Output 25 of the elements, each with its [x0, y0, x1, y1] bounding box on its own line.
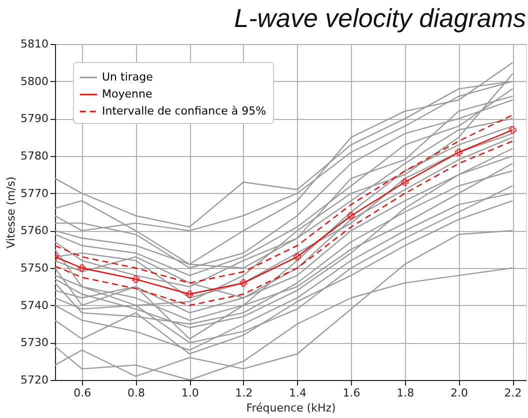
x-tick-label: 2.2: [504, 386, 522, 400]
y-tick-label: 5770: [20, 186, 48, 200]
y-tick-label: 5720: [20, 374, 48, 386]
y-tick-label: 5810: [20, 38, 48, 50]
x-tick-label: 0.8: [127, 386, 145, 400]
chart-title: L-wave velocity diagrams: [234, 3, 526, 33]
y-tick-label: 5750: [20, 262, 48, 274]
x-axis-title: Fréquence (kHz): [246, 402, 336, 414]
y-tick-label: 5730: [20, 336, 48, 350]
legend-label: Intervalle de confiance à 95%: [102, 104, 266, 118]
legend-label: Un tirage: [102, 70, 154, 84]
x-tick-label: 1.4: [288, 386, 306, 400]
y-axis-title: Vitesse (m/s): [4, 176, 18, 248]
y-tick-label: 5780: [20, 150, 48, 162]
x-tick-label: 1.6: [342, 386, 360, 400]
y-tick-label: 5790: [20, 112, 48, 126]
y-tick-label: 5800: [20, 74, 48, 88]
legend-label: Moyenne: [102, 88, 152, 100]
y-tick-label: 5760: [20, 224, 48, 238]
x-tick-label: 2.0: [450, 386, 468, 400]
x-tick-label: 1.0: [181, 386, 199, 400]
x-tick-label: 1.2: [235, 386, 253, 400]
x-tick-label: 0.6: [74, 386, 92, 400]
y-tick-label: 5740: [20, 298, 48, 312]
x-tick-label: 1.8: [396, 386, 414, 400]
